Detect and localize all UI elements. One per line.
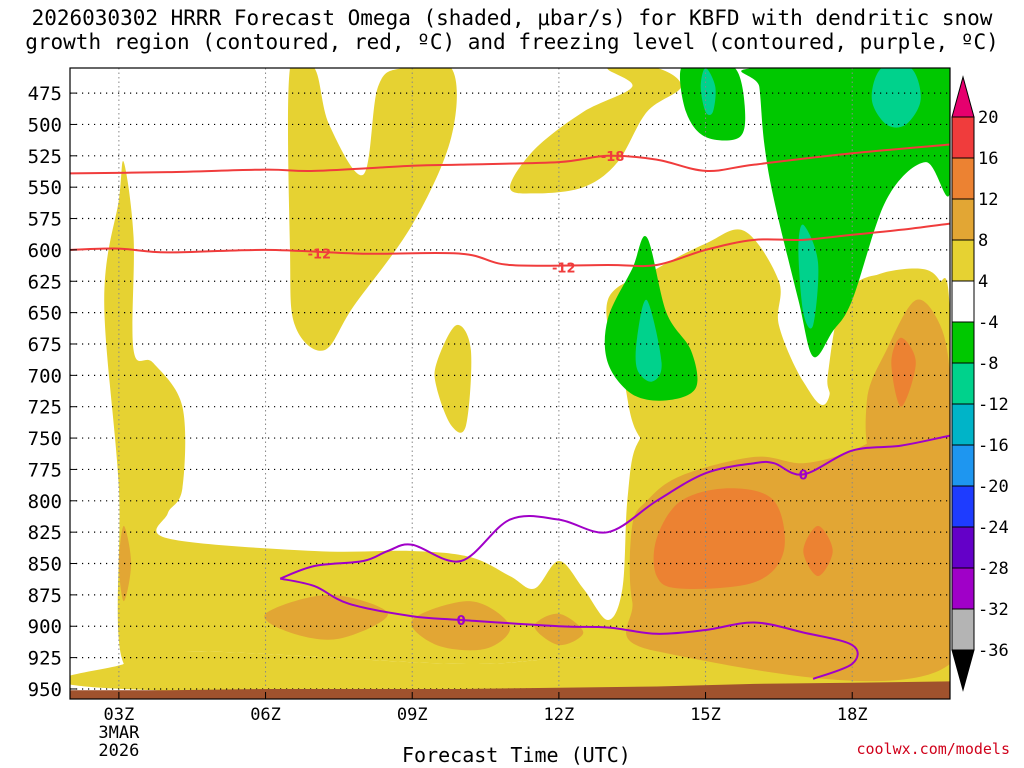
colorbar-swatch-9 [951, 485, 975, 528]
y-tick-label-525: 525 [28, 146, 62, 168]
plot-frame [69, 67, 951, 700]
colorbar-top-arrow [951, 75, 975, 118]
contour-freezing-lower [279, 577, 859, 680]
omega-region-5 [606, 229, 950, 461]
omega-region-12 [653, 488, 785, 589]
contour-label-freezing-lower-0: 0 [457, 614, 466, 629]
colorbar-label-13: -36 [978, 641, 1009, 661]
colorbar-label-7: -12 [978, 395, 1009, 415]
contour-dgz-minus18 [70, 143, 950, 175]
y-tick-label-950: 950 [28, 679, 62, 701]
colorbar-swatch-3 [951, 239, 975, 282]
colorbar-swatch-1 [951, 157, 975, 200]
y-tick-label-475: 475 [28, 83, 62, 105]
colorbar-label-12: -32 [978, 600, 1009, 620]
y-tick-label-550: 550 [28, 177, 62, 199]
colorbar-label-2: 12 [978, 190, 998, 210]
contour-label-dgz-minus12-0: -12 [308, 248, 332, 263]
colorbar-label-11: -28 [978, 559, 1009, 579]
x-tick-label-06Z: 06Z [250, 705, 281, 725]
colorbar-swatch-11 [951, 567, 975, 610]
y-tick-label-675: 675 [28, 334, 62, 356]
colorbar-label-10: -24 [978, 518, 1009, 538]
y-tick-label-750: 750 [28, 428, 62, 450]
omega-region-19 [871, 68, 921, 128]
omega-region-13 [803, 525, 833, 577]
omega-region-10 [534, 613, 584, 646]
x-tick-label-12Z: 12Z [544, 705, 575, 725]
colorbar-swatch-5 [951, 321, 975, 364]
colorbar-label-8: -16 [978, 436, 1009, 456]
y-tick-label-575: 575 [28, 209, 62, 231]
colorbar-swatch-4 [951, 280, 975, 323]
omega-region-2 [287, 68, 457, 351]
y-tick-label-825: 825 [28, 522, 62, 544]
contour-label-dgz-minus18-0: -18 [601, 150, 625, 165]
colorbar-label-9: -20 [978, 477, 1009, 497]
contour-label-freezing-upper-0: 0 [799, 468, 808, 483]
colorbar-label-3: 8 [978, 231, 988, 251]
omega-region-4 [434, 324, 472, 433]
colorbar-label-1: 16 [978, 149, 998, 169]
y-tick-label-600: 600 [28, 240, 62, 262]
x-tick-label-15Z: 15Z [690, 705, 721, 725]
contour-freezing-upper [279, 434, 950, 580]
colorbar-swatch-6 [951, 362, 975, 405]
y-tick-label-800: 800 [28, 491, 62, 513]
colorbar-swatch-7 [951, 403, 975, 446]
y-tick-label-875: 875 [28, 585, 62, 607]
x-tick-date: 3MAR [98, 723, 140, 743]
omega-region-18 [700, 68, 716, 116]
x-tick-label-09Z: 09Z [397, 705, 428, 725]
y-tick-label-725: 725 [28, 397, 62, 419]
colorbar-swatch-2 [951, 198, 975, 241]
y-tick-label-850: 850 [28, 554, 62, 576]
colorbar-swatch-10 [951, 526, 975, 569]
colorbar-label-4: 4 [978, 272, 988, 292]
omega-region-21 [635, 299, 662, 382]
contour-label-dgz-minus12-1: -12 [552, 261, 576, 276]
y-tick-label-925: 925 [28, 648, 62, 670]
colorbar-swatch-12 [951, 608, 975, 651]
x-tick-label-03Z: 03Z [104, 705, 135, 725]
y-tick-label-650: 650 [28, 303, 62, 325]
x-axis-title: Forecast Time (UTC) [402, 743, 631, 767]
omega-region-16 [741, 68, 950, 358]
y-tick-label-625: 625 [28, 271, 62, 293]
omega-region-20 [798, 224, 819, 329]
x-tick-label-18Z: 18Z [837, 705, 868, 725]
chart-title-line-1: 2026030302 HRRR Forecast Omega (shaded, … [31, 6, 993, 30]
terrain-fill [70, 681, 950, 699]
colorbar-label-0: 20 [978, 108, 998, 128]
y-tick-label-775: 775 [28, 459, 62, 481]
y-tick-label-700: 700 [28, 365, 62, 387]
omega-region-6 [625, 391, 950, 682]
colorbar-swatch-0 [951, 116, 975, 159]
y-tick-label-500: 500 [28, 114, 62, 136]
colorbar-swatch-8 [951, 444, 975, 487]
colorbar-label-6: -8 [978, 354, 998, 374]
x-tick-year: 2026 [98, 741, 139, 761]
watermark-link[interactable]: coolwx.com/models [856, 740, 1010, 758]
colorbar-label-5: -4 [978, 313, 998, 333]
chart-title-line-2: growth region (contoured, red, ºC) and f… [25, 30, 999, 54]
contour-dgz-minus12 [70, 222, 950, 268]
y-tick-label-900: 900 [28, 616, 62, 638]
omega-region-14 [891, 337, 916, 407]
colorbar-bottom-arrow [951, 649, 975, 692]
